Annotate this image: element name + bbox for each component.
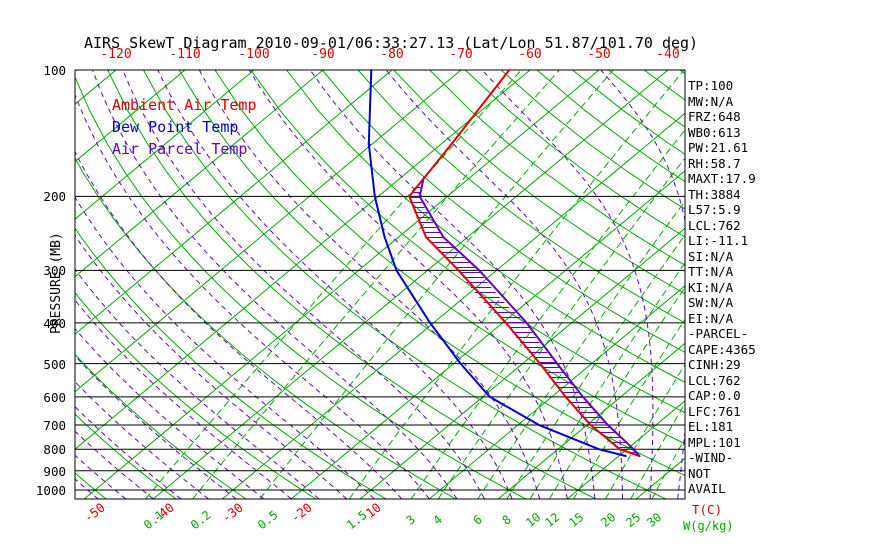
air-parcel-temp-curve xyxy=(418,177,641,457)
mixing-ratio-tick: 6 xyxy=(470,512,485,528)
mixing-ratio-tick: 25 xyxy=(622,510,643,530)
mixing-ratio-tick: 8 xyxy=(498,512,514,528)
mixing-ratio-tick: 12 xyxy=(542,510,563,530)
pressure-tick: 600 xyxy=(43,389,66,405)
info-line: MAXT:17.9 xyxy=(688,171,756,186)
info-line: CINH:29 xyxy=(688,357,741,372)
info-line: SI:N/A xyxy=(688,248,734,264)
pressure-tick: 200 xyxy=(43,189,66,205)
chart-title: AIRS SkewT Diagram 2010-09-01/06:33:27.1… xyxy=(84,34,699,52)
info-line: L57:5.9 xyxy=(688,202,741,217)
info-line: FRZ:648 xyxy=(688,109,741,124)
top-temp-tick: -50 xyxy=(587,47,611,62)
info-line: -WIND- xyxy=(688,450,734,465)
mixing-ratio-tick: 0.2 xyxy=(187,507,214,533)
info-line: TH:3884 xyxy=(688,186,741,202)
bottom-temp-tick: -50 xyxy=(80,499,108,526)
dew-point-temp-curve xyxy=(367,69,627,457)
info-line: NOT xyxy=(688,465,711,481)
info-line: LCL:762 xyxy=(688,372,741,388)
pressure-tick: 1000 xyxy=(35,483,66,498)
info-line: TP:100 xyxy=(688,78,734,93)
bottom-temp-tick: -20 xyxy=(287,499,315,526)
info-line: CAPE:4365 xyxy=(688,341,756,357)
top-temp-tick: -110 xyxy=(169,47,201,62)
legend-air-parcel-temp: Air Parcel Temp xyxy=(112,140,248,158)
top-temp-tick: -80 xyxy=(380,47,404,62)
info-line: SW:N/A xyxy=(688,295,734,310)
pressure-tick: 100 xyxy=(43,63,66,78)
mixing-ratio-tick: 10 xyxy=(522,510,543,530)
mixing-ratio-tick: 20 xyxy=(597,510,618,530)
mixing-ratio-tick: 30 xyxy=(643,510,664,530)
pressure-tick: 700 xyxy=(43,417,66,433)
info-line: LCL:762 xyxy=(688,217,741,233)
temp-unit-label: T(C) xyxy=(692,502,723,517)
info-line: LFC:761 xyxy=(688,403,741,419)
top-temp-tick: -100 xyxy=(238,47,270,62)
bottom-temp-tick: -30 xyxy=(218,499,246,526)
info-line: LI:-11.1 xyxy=(688,233,749,248)
info-line: -PARCEL- xyxy=(688,326,749,341)
info-line: TT:N/A xyxy=(688,264,734,279)
legend-ambient-air-temp: Ambient Air Temp xyxy=(112,96,257,114)
info-line: WB0:613 xyxy=(688,124,741,140)
info-line: RH:58.7 xyxy=(688,155,741,171)
info-line: EL:181 xyxy=(688,419,734,434)
info-line: AVAIL xyxy=(688,481,726,496)
pressure-tick: 800 xyxy=(43,442,66,458)
pressure-tick: 900 xyxy=(43,463,66,479)
mixing-ratio-tick: 15 xyxy=(566,510,587,530)
top-temp-tick: -70 xyxy=(449,47,473,62)
top-temp-tick: -60 xyxy=(518,47,542,62)
pressure-tick: 400 xyxy=(43,315,66,331)
info-panel: TP:100 MW:N/A FRZ:648 WB0:613 PW:21.61 RH:58.… xyxy=(688,78,756,497)
info-line: PW:21.61 xyxy=(688,140,749,155)
pressure-tick: 300 xyxy=(43,263,66,279)
legend-dew-point-temp: Dew Point Temp xyxy=(112,118,239,136)
info-line: KI:N/A xyxy=(688,279,734,295)
mixing-ratio-tick: 4 xyxy=(430,512,446,528)
info-line: MW:N/A xyxy=(688,93,734,109)
mixing-ratio-tick: 3 xyxy=(403,512,419,528)
top-temp-tick: -40 xyxy=(656,47,680,62)
pressure-tick: 500 xyxy=(43,356,66,372)
grid-lines xyxy=(75,70,685,499)
mixing-unit-label: W(g/kg) xyxy=(683,519,734,533)
mixing-ratio-tick: 0.5 xyxy=(254,507,281,533)
top-temp-tick: -120 xyxy=(100,47,132,62)
info-line: MPL:101 xyxy=(688,434,741,450)
info-line: EI:N/A xyxy=(688,310,734,326)
top-temp-tick: -90 xyxy=(311,47,335,62)
info-line: CAP:0.0 xyxy=(688,388,741,403)
